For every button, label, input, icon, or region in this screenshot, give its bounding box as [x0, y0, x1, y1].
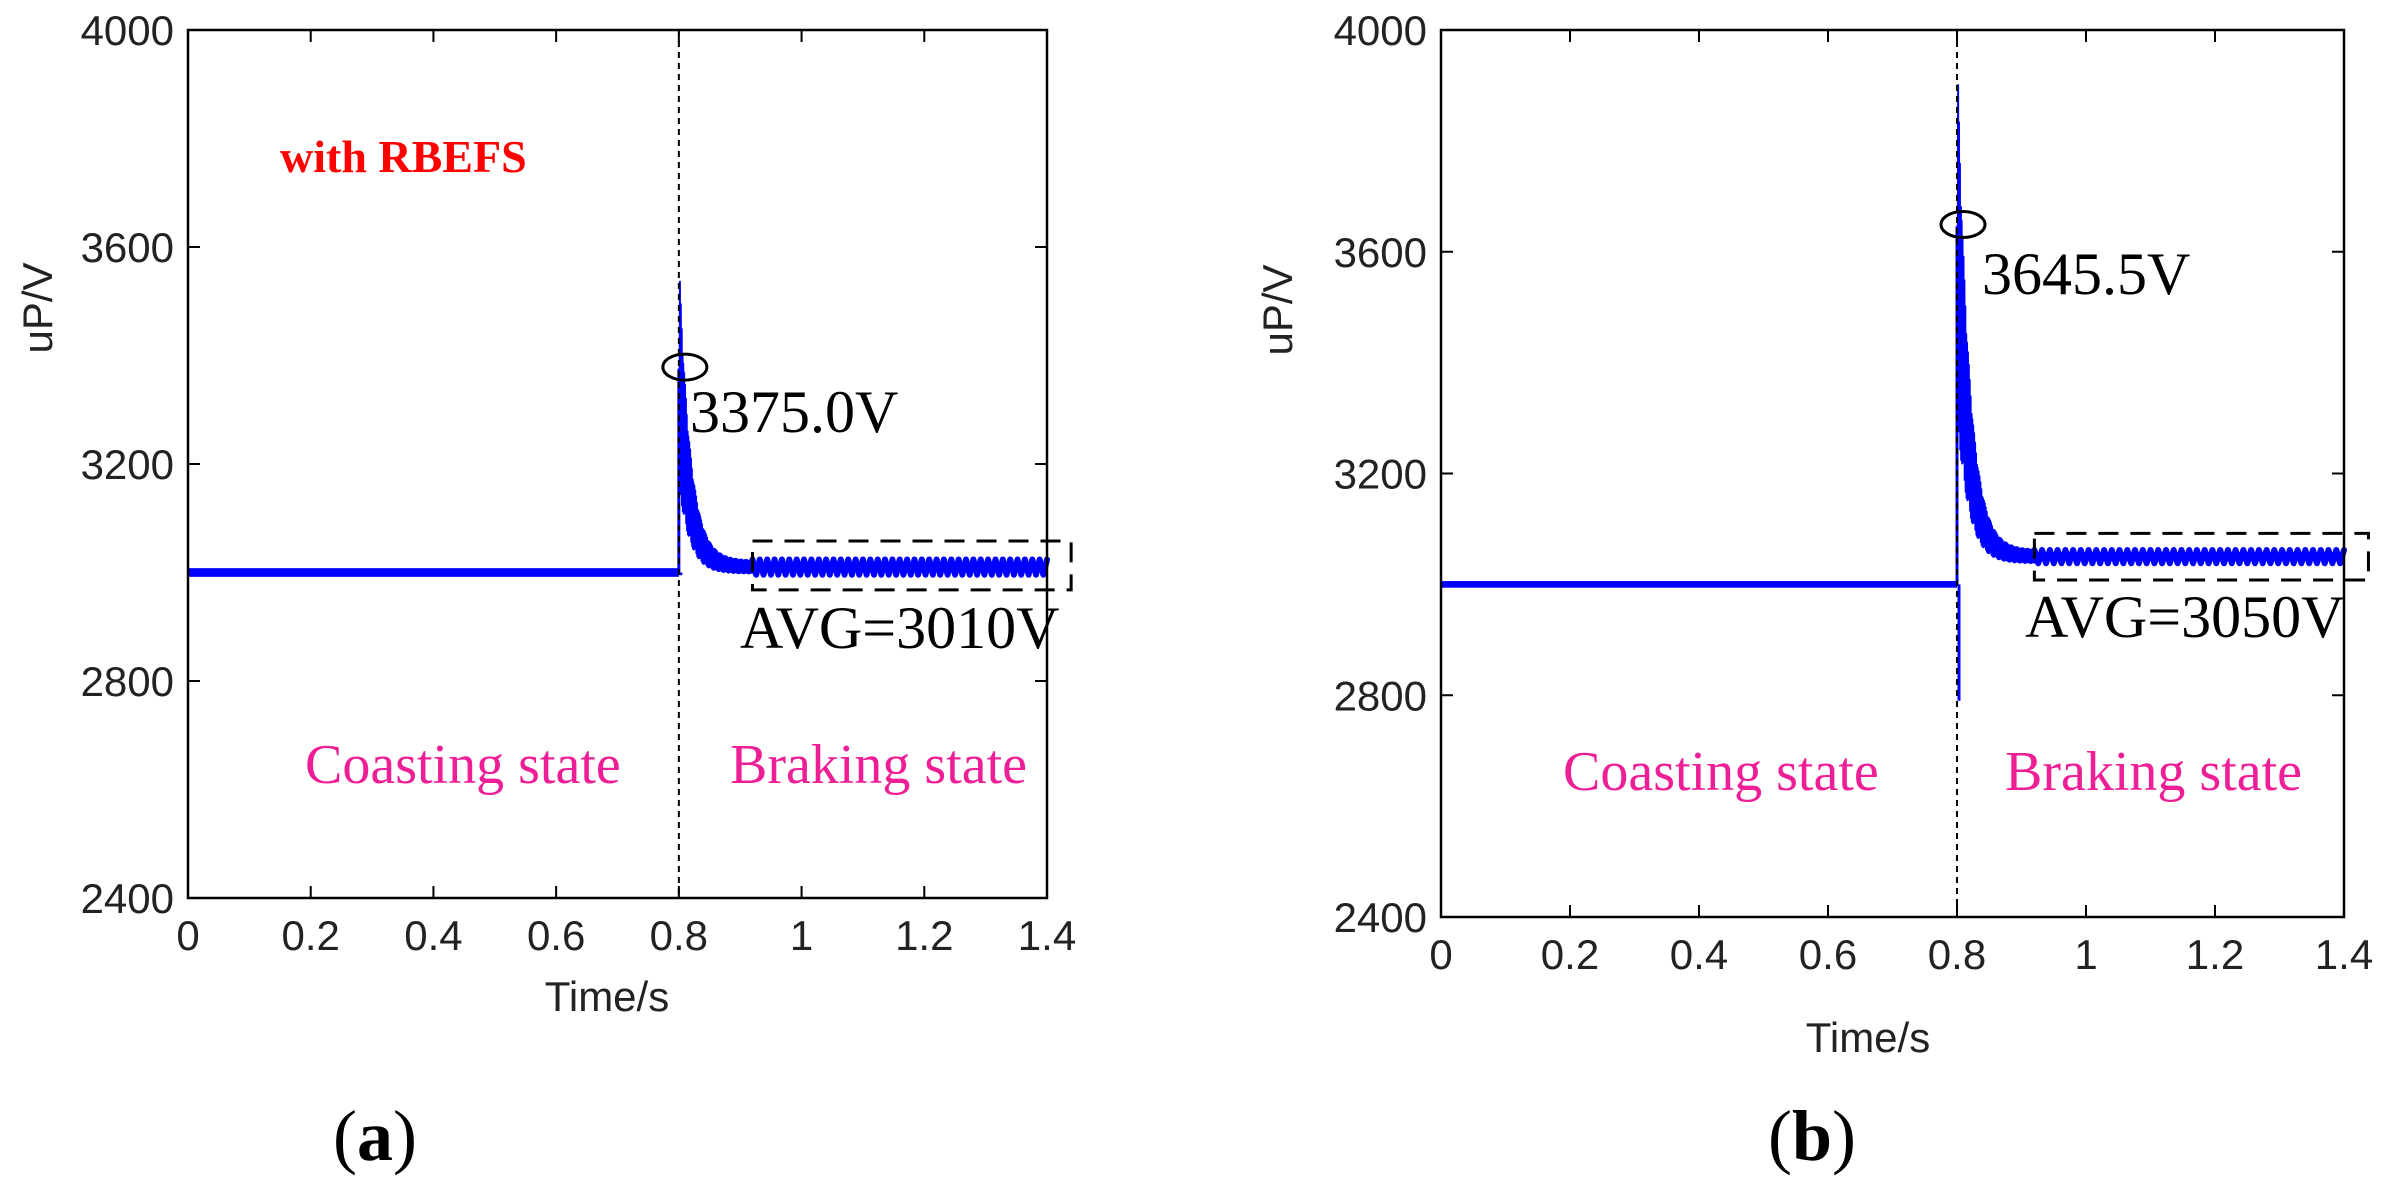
panel-b-coasting-label: Coasting state [1563, 741, 1879, 803]
y-tick-label: 2800 [81, 658, 174, 705]
x-tick-label: 1.4 [1018, 912, 1076, 959]
x-tick-label: 0.2 [1541, 931, 1599, 978]
panel-a-tag-with-rbefs: with RBEFS [280, 131, 527, 182]
panel-a-letter: a [357, 1096, 393, 1176]
panel-b-avg-box [2032, 531, 2370, 582]
y-tick-label: 4000 [1334, 7, 1427, 54]
panel-b-avg-label: AVG=3050V [2025, 584, 2344, 650]
panel-a-braking-label: Braking state [730, 734, 1027, 796]
x-tick-label: 1 [790, 912, 813, 959]
panel-b-letter: b [1792, 1096, 1832, 1176]
panel-a-signal-group [188, 280, 1050, 578]
panel-b-x-tick-labels: 0 0.2 0.4 0.6 0.8 1 1.2 1.4 [1429, 931, 2373, 978]
x-tick-label: 0.6 [1799, 931, 1857, 978]
steady-state-signal [749, 556, 1050, 578]
panel-a-coasting-label: Coasting state [305, 734, 621, 796]
steady-state-signal [2031, 547, 2347, 567]
panel-a-peak-label: 3375.0V [690, 379, 898, 445]
panel-b-braking-label: Braking state [2005, 741, 2302, 803]
x-tick-label: 0 [1429, 931, 1452, 978]
panel-a-x-axis-title: Time/s [545, 973, 669, 1020]
x-tick-label: 0 [176, 912, 199, 959]
panel-a-label: (a) [333, 1096, 417, 1176]
y-tick-label: 3600 [81, 224, 174, 271]
transient-signal [1956, 84, 2036, 564]
y-tick-label: 2800 [1334, 672, 1427, 719]
x-tick-label: 1.4 [2315, 931, 2373, 978]
panel-b-x-axis-title: Time/s [1806, 1014, 1930, 1061]
y-tick-label: 2400 [81, 875, 174, 922]
transient-signal [677, 280, 754, 575]
y-tick-label: 3600 [1334, 229, 1427, 276]
panel-b-peak-label: 3645.5V [1982, 241, 2190, 307]
x-tick-label: 0.6 [527, 912, 585, 959]
x-tick-label: 1 [2074, 931, 2097, 978]
y-tick-label: 3200 [81, 441, 174, 488]
y-tick-label: 4000 [81, 7, 174, 54]
x-tick-label: 0.4 [1670, 931, 1728, 978]
panel-b: 0 0.2 0.4 0.6 0.8 1 1.2 1.4 2400 2800 3200 3600 400… [1254, 7, 2373, 1176]
panel-b-y-tick-labels: 2400 2800 3200 3600 4000 [1334, 7, 1427, 941]
x-tick-label: 0.2 [282, 912, 340, 959]
panel-a-x-tick-labels: 0 0.2 0.4 0.6 0.8 1 1.2 1.4 [176, 912, 1076, 959]
panel-a-avg-box [750, 539, 1073, 592]
panel-b-label: (b) [1768, 1096, 1856, 1176]
panel-a-y-tick-labels: 2400 2800 3200 3600 4000 [81, 7, 174, 922]
y-tick-label: 2400 [1334, 894, 1427, 941]
panel-b-y-axis-title: uP/V [1254, 264, 1301, 355]
pre-switch-signal-band [1441, 581, 1957, 588]
y-tick-label: 3200 [1334, 451, 1427, 498]
panel-b-axes-frame [1439, 28, 2346, 919]
panel-b-peak-marker [1939, 210, 1987, 240]
pre-switch-signal-band [188, 568, 679, 577]
x-tick-label: 1.2 [895, 912, 953, 959]
panel-a-peak-marker [661, 352, 709, 382]
x-tick-label: 1.2 [2186, 931, 2244, 978]
x-tick-label: 0.8 [650, 912, 708, 959]
panel-a: 0 0.2 0.4 0.6 0.8 1 1.2 1.4 2400 2800 3200 3600 400… [14, 7, 1076, 1176]
panel-a-axes-frame [186, 28, 1049, 900]
panel-a-y-axis-title: uP/V [14, 262, 61, 353]
x-tick-label: 0.8 [1928, 931, 1986, 978]
x-tick-label: 0.4 [404, 912, 462, 959]
panel-a-avg-label: AVG=3010V [740, 595, 1059, 661]
